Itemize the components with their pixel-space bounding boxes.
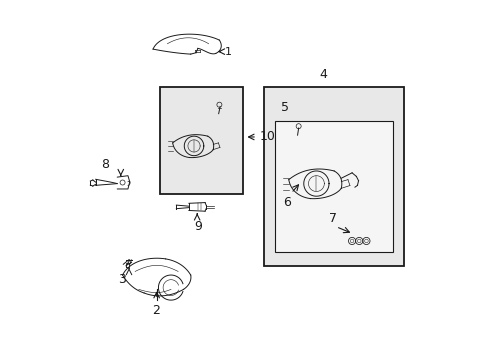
Text: 5: 5 — [280, 101, 288, 114]
Text: 2: 2 — [152, 304, 160, 317]
Text: 3: 3 — [118, 273, 125, 286]
Bar — [160, 87, 242, 194]
Text: 6: 6 — [283, 196, 291, 209]
Text: 4: 4 — [319, 68, 326, 81]
Text: 1: 1 — [224, 46, 231, 57]
Bar — [274, 121, 392, 252]
Text: 7: 7 — [329, 212, 337, 225]
Bar — [264, 87, 403, 266]
Text: 8: 8 — [101, 158, 108, 171]
Text: 10: 10 — [260, 130, 275, 144]
Text: 9: 9 — [194, 220, 202, 233]
